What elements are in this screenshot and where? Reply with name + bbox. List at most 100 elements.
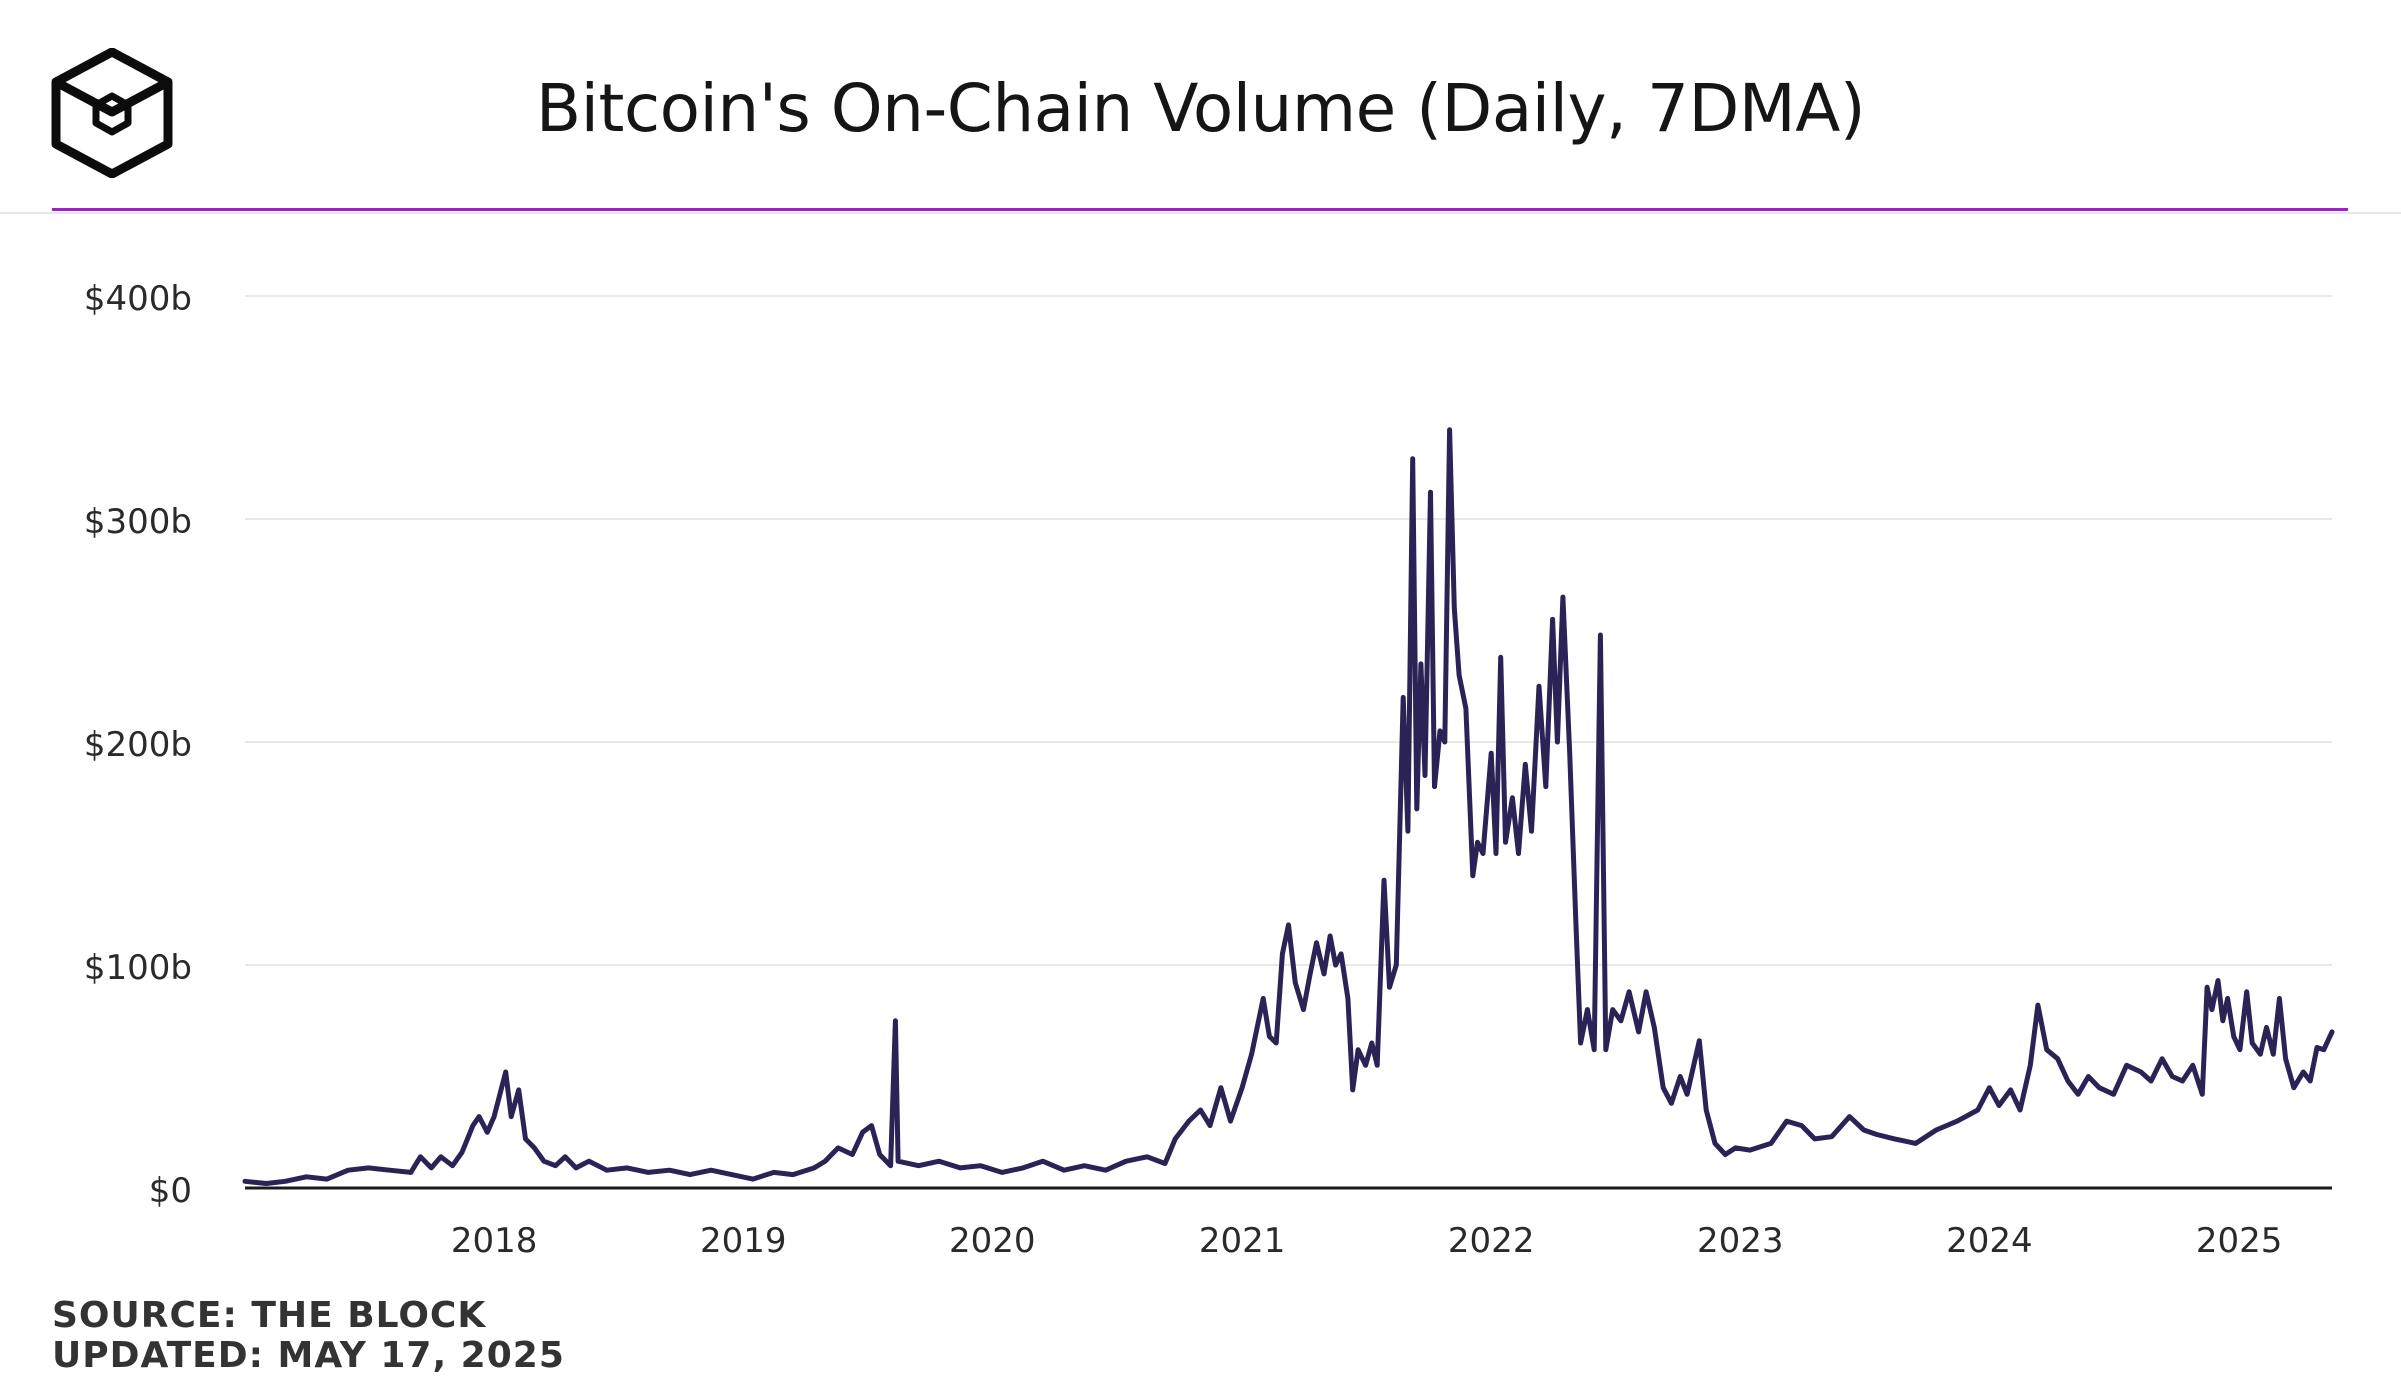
data-point	[1414, 806, 1420, 812]
data-point	[2291, 1085, 2296, 1090]
data-point	[1198, 1107, 1203, 1113]
data-point	[2190, 1063, 2195, 1068]
data-point	[1523, 762, 1528, 767]
data-point	[304, 1174, 309, 1180]
data-point	[1387, 985, 1392, 990]
data-point	[1934, 1127, 1939, 1133]
data-point	[438, 1154, 444, 1160]
data-point	[835, 1145, 841, 1151]
data-point	[1529, 829, 1534, 834]
data-point	[2204, 985, 2210, 990]
header-divider	[0, 212, 2401, 214]
data-point	[1422, 773, 1428, 778]
data-point	[860, 1130, 865, 1135]
data-point	[2159, 1056, 2165, 1061]
data-point	[2209, 1007, 2215, 1012]
x-tick-label: 2025	[2196, 1221, 2283, 1261]
data-point	[1463, 706, 1469, 711]
data-point	[687, 1172, 693, 1177]
data-point	[1592, 1047, 1597, 1052]
data-point	[2086, 1074, 2091, 1079]
data-point	[2044, 1047, 2049, 1052]
data-point	[2314, 1045, 2320, 1050]
data-point	[1447, 427, 1452, 432]
data-point	[999, 1170, 1005, 1175]
x-tick-label: 2018	[451, 1221, 538, 1261]
data-point	[822, 1159, 828, 1164]
data-point	[1375, 1063, 1380, 1068]
data-point	[1327, 933, 1333, 939]
data-point	[1567, 751, 1572, 756]
data-point	[1432, 784, 1437, 789]
data-point	[2258, 1052, 2263, 1057]
data-point	[604, 1168, 609, 1173]
data-point	[1249, 1052, 1254, 1057]
data-point	[1307, 973, 1312, 979]
x-axis-ticks: 2018 2019 2020 2021 2022 2023 2024 2025	[451, 1221, 2283, 1261]
data-point	[1239, 1085, 1245, 1090]
updated-label: UPDATED: MAY 17, 2025	[52, 1335, 565, 1376]
x-tick-label: 2023	[1697, 1221, 1784, 1261]
data-point	[2308, 1078, 2313, 1084]
data-point	[2055, 1056, 2060, 1061]
data-point	[1186, 1118, 1192, 1124]
data-point	[1610, 1007, 1615, 1012]
data-point	[1747, 1147, 1753, 1153]
data-point	[1369, 1040, 1375, 1046]
data-point	[2138, 1069, 2144, 1075]
data-point	[366, 1165, 371, 1171]
data-point	[1555, 739, 1560, 745]
data-point	[523, 1136, 528, 1142]
data-point	[1661, 1085, 1666, 1090]
data-point	[1345, 996, 1351, 1001]
y-tick-label: $400b	[84, 279, 192, 319]
data-point	[1280, 951, 1285, 957]
data-point	[2271, 1052, 2276, 1057]
data-point	[1618, 1018, 1624, 1023]
data-point	[1493, 851, 1499, 856]
data-point	[936, 1159, 942, 1164]
data-point	[586, 1159, 592, 1164]
data-point	[1603, 1047, 1609, 1052]
series-group	[242, 427, 2335, 1186]
data-point	[450, 1163, 455, 1168]
data-point	[516, 1087, 521, 1093]
data-point	[1536, 684, 1542, 689]
data-point	[1401, 695, 1406, 700]
data-point	[1704, 1107, 1709, 1113]
data-point	[790, 1172, 796, 1177]
data-point	[1061, 1168, 1067, 1173]
data-point	[387, 1168, 392, 1173]
x-tick-label: 2024	[1946, 1221, 2033, 1261]
data-point	[1350, 1087, 1355, 1093]
data-point	[1123, 1159, 1129, 1164]
data-point	[2321, 1047, 2326, 1052]
data-point	[1410, 456, 1415, 461]
data-point	[1173, 1136, 1178, 1142]
data-point	[1987, 1085, 1992, 1090]
data-point	[895, 1159, 901, 1164]
data-point	[1293, 980, 1298, 985]
data-point	[2124, 1063, 2129, 1068]
data-point	[1145, 1154, 1150, 1160]
source-note: SOURCE: THE BLOCK UPDATED: MAY 17, 2025	[52, 1296, 565, 1376]
data-point	[812, 1165, 817, 1171]
data-point	[1321, 971, 1327, 977]
data-point	[429, 1165, 434, 1171]
data-point	[1560, 594, 1566, 600]
data-point	[2028, 1063, 2033, 1068]
data-point	[1470, 873, 1476, 878]
data-point	[2264, 1025, 2269, 1030]
data-point	[1405, 829, 1411, 834]
data-point	[2075, 1092, 2081, 1097]
data-point	[2277, 996, 2282, 1001]
data-point	[2035, 1002, 2041, 1008]
data-point	[1768, 1141, 1774, 1146]
data-point	[1712, 1141, 1718, 1146]
data-point	[869, 1123, 874, 1128]
data-point	[264, 1181, 269, 1186]
data-point	[345, 1168, 351, 1173]
data-point	[1498, 655, 1503, 660]
data-point	[2170, 1074, 2175, 1079]
data-point	[1394, 962, 1399, 968]
